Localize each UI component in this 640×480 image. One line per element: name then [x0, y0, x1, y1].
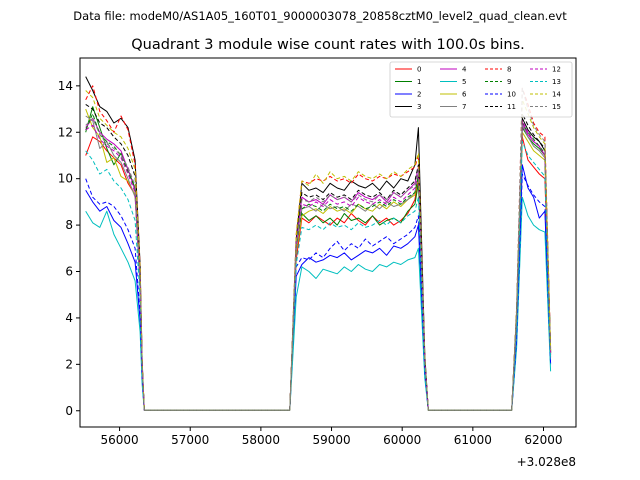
- y-tick-label: 14: [58, 79, 73, 93]
- y-tick-label: 4: [65, 311, 73, 325]
- legend-label: 4: [462, 66, 467, 74]
- series-line: [289, 215, 429, 411]
- plot-area: [80, 58, 576, 427]
- series-line: [289, 196, 429, 411]
- legend-label: 9: [507, 78, 511, 86]
- legend-label: 12: [552, 66, 561, 74]
- legend-label: 13: [552, 78, 561, 86]
- series-line: [289, 178, 429, 411]
- legend-label: 3: [417, 103, 421, 111]
- legend-label: 6: [462, 91, 467, 99]
- series-line: [289, 155, 429, 411]
- x-tick-label: 60000: [383, 433, 421, 447]
- series-line: [85, 178, 145, 411]
- y-tick-label: 8: [65, 218, 73, 232]
- x-tick-label: 62000: [524, 433, 562, 447]
- series-line: [289, 127, 429, 411]
- series-line: [289, 168, 429, 411]
- data-file-label: Data file: modeM0/AS1A05_160T01_90000030…: [73, 9, 567, 23]
- legend-label: 14: [552, 91, 561, 99]
- plot-frame: [79, 57, 577, 428]
- legend-label: 15: [552, 103, 561, 111]
- legend-label: 5: [462, 78, 466, 86]
- legend-label: 11: [507, 103, 516, 111]
- y-axis: 0 2 4 6 8 10 12 14: [58, 79, 80, 418]
- series-line: [85, 210, 145, 411]
- x-tick-label: 57000: [171, 433, 209, 447]
- x-offset-label: +3.028e8: [517, 455, 576, 469]
- legend-box: [389, 61, 573, 118]
- series-line: [289, 224, 429, 411]
- y-tick-label: 6: [65, 265, 73, 279]
- legend-label: 7: [462, 103, 466, 111]
- series-line: [289, 166, 429, 411]
- series-line: [289, 171, 429, 411]
- x-axis: 56000 57000 58000 59000 60000 61000 62000: [100, 427, 563, 447]
- x-tick-label: 59000: [312, 433, 350, 447]
- x-tick-label: 58000: [242, 433, 280, 447]
- legend-label: 10: [507, 91, 516, 99]
- series-layer: [85, 76, 552, 411]
- series-line: [85, 124, 145, 411]
- series-line: [511, 173, 552, 411]
- series-line: [289, 164, 429, 411]
- y-tick-label: 10: [58, 172, 73, 186]
- y-tick-label: 2: [65, 357, 73, 371]
- series-line: [289, 152, 429, 411]
- legend-label: 8: [507, 66, 511, 74]
- legend-label: 2: [417, 91, 421, 99]
- y-tick-label: 12: [58, 125, 73, 139]
- series-line: [511, 141, 552, 411]
- series-line: [289, 247, 429, 411]
- x-tick-label: 56000: [100, 433, 138, 447]
- y-tick-label: 0: [65, 404, 73, 418]
- series-line: [85, 90, 145, 411]
- series-line: [289, 175, 429, 411]
- series-line: [85, 117, 145, 411]
- legend-label: 0: [417, 66, 421, 74]
- series-line: [289, 182, 429, 411]
- chart-title: Quadrant 3 module wise count rates with …: [131, 37, 525, 53]
- x-tick-label: 61000: [454, 433, 492, 447]
- legend-label: 1: [417, 78, 421, 86]
- series-line: [289, 173, 429, 411]
- series-line: [85, 85, 145, 411]
